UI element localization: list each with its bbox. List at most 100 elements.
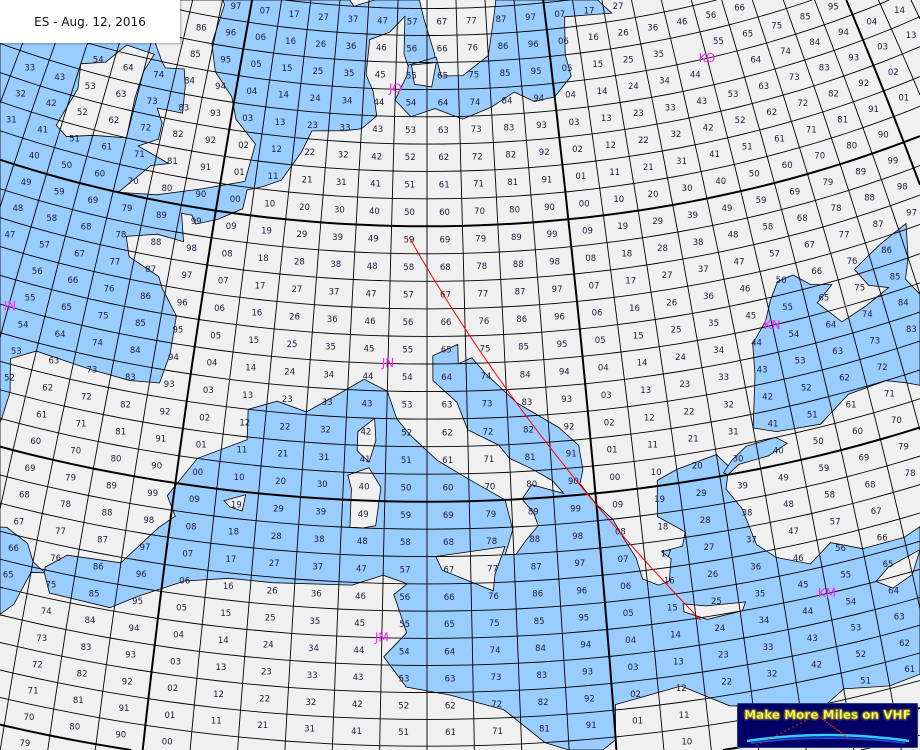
grid-square-label: 62 xyxy=(438,153,449,163)
grid-square-label: 47 xyxy=(356,565,367,575)
grid-square-label: 80 xyxy=(509,205,520,215)
grid-square-label: 32 xyxy=(15,90,26,100)
grid-square-label: 02 xyxy=(167,684,178,694)
grid-square-label: 67 xyxy=(871,507,882,517)
grid-square-label: 58 xyxy=(403,263,414,273)
logo-dot xyxy=(824,720,826,722)
grid-square-label: 85 xyxy=(500,69,511,79)
square-parallel-line xyxy=(0,624,920,693)
grid-square-label: 06 xyxy=(620,582,631,592)
grid-square-label: 31 xyxy=(676,157,687,167)
grid-square-label: 33 xyxy=(340,123,351,133)
grid-square-label: 57 xyxy=(769,250,780,260)
square-meridian-line xyxy=(47,0,194,750)
grid-square-label: 33 xyxy=(763,643,774,653)
grid-square-label: 78 xyxy=(905,469,916,479)
grid-square-label: 61 xyxy=(774,134,785,144)
grid-square-label: 85 xyxy=(89,589,100,599)
grid-square-label: 37 xyxy=(698,265,709,275)
grid-square-label: 50 xyxy=(61,161,72,171)
grid-square-label: 54 xyxy=(402,373,413,383)
grid-square-label: 76 xyxy=(50,554,61,564)
square-parallel-line xyxy=(0,369,920,448)
grid-square-label: 55 xyxy=(402,346,413,356)
grid-square-label: 65 xyxy=(61,303,72,313)
grid-square-label: 04 xyxy=(207,359,218,369)
grid-square-label: 76 xyxy=(488,592,499,602)
grid-square-label: 80 xyxy=(846,142,857,152)
grid-square-label: 96 xyxy=(528,40,539,50)
grid-square-label: 51 xyxy=(807,410,818,420)
grid-square-label: 61 xyxy=(904,665,915,675)
grid-square-label: 40 xyxy=(773,446,784,456)
grid-square-label: 16 xyxy=(629,304,640,314)
field-label-jo: JO xyxy=(388,82,402,96)
grid-square-label: 62 xyxy=(108,116,119,126)
grid-square-label: 05 xyxy=(176,604,187,614)
grid-square-label: 33 xyxy=(322,398,333,408)
grid-square-label: 73 xyxy=(86,365,97,375)
grid-square-label: 35 xyxy=(653,50,664,60)
logo-dot xyxy=(764,740,766,742)
grid-square-label: 80 xyxy=(111,455,122,465)
grid-square-label: 31 xyxy=(336,178,347,188)
logo-dot xyxy=(844,734,846,737)
logo-dot xyxy=(756,744,758,746)
grid-square-label: 42 xyxy=(46,99,57,109)
grid-square-label: 95 xyxy=(578,614,589,624)
grid-square-label: 96 xyxy=(177,298,188,308)
grid-square-label: 33 xyxy=(665,103,676,113)
grid-square-label: 83 xyxy=(536,671,547,681)
grid-square-label: 25 xyxy=(265,614,276,624)
logo-dot xyxy=(768,738,770,740)
grid-square-label: 00 xyxy=(609,473,620,483)
grid-square-label: 14 xyxy=(637,359,648,369)
logo-dot xyxy=(834,727,836,729)
grid-square-label: 44 xyxy=(690,70,701,80)
logo-dot xyxy=(760,742,762,744)
grid-square-label: 62 xyxy=(442,428,453,438)
grid-square-label: 71 xyxy=(28,687,39,697)
grid-square-label: 98 xyxy=(897,182,908,192)
logo-dot xyxy=(840,731,842,734)
grid-square-label: 76 xyxy=(847,257,858,267)
grid-square-label: 84 xyxy=(130,346,141,356)
grid-square-label: 61 xyxy=(36,410,47,420)
grid-square-label: 23 xyxy=(261,668,272,678)
grid-square-label: 70 xyxy=(484,482,495,492)
grid-square-label: 09 xyxy=(226,222,237,232)
grid-square-label: 74 xyxy=(490,646,501,656)
grid-square-label: 24 xyxy=(310,94,321,104)
grid-square-label: 31 xyxy=(728,427,739,437)
grid-square-label: 35 xyxy=(325,343,336,353)
grid-square-label: 11 xyxy=(236,446,247,456)
field-parallel-line xyxy=(0,426,920,503)
grid-square-label: 83 xyxy=(521,398,532,408)
grid-square-label: 13 xyxy=(242,391,253,401)
field-label-jn: JN xyxy=(381,356,395,370)
grid-square-label: 24 xyxy=(284,367,295,377)
grid-square-label: 01 xyxy=(575,172,586,182)
grid-square-label: 66 xyxy=(734,4,745,14)
grid-square-label: 97 xyxy=(552,285,563,295)
grid-square-label: 70 xyxy=(891,416,902,426)
grid-square-label: 26 xyxy=(267,586,278,596)
grid-square-label: 77 xyxy=(109,258,120,268)
grid-square-label: 63 xyxy=(442,401,453,411)
grid-square-label: 41 xyxy=(709,150,720,160)
grid-square-label: 96 xyxy=(554,312,565,322)
grid-square-label: 84 xyxy=(898,299,909,309)
grid-square-label: 22 xyxy=(638,136,649,146)
grid-square-label: 11 xyxy=(609,168,620,178)
grid-square-label: 07 xyxy=(589,281,600,291)
grid-square-label: 82 xyxy=(828,90,839,100)
grid-square-label: 44 xyxy=(751,339,762,349)
field-label-in: IN xyxy=(4,299,17,313)
grid-square-label: 64 xyxy=(441,373,452,383)
grid-square-label: 54 xyxy=(788,330,799,340)
grid-square-label: 51 xyxy=(860,676,871,686)
grid-square-label: 62 xyxy=(42,384,53,394)
grid-square-label: 34 xyxy=(659,77,670,87)
grid-square-label: 22 xyxy=(684,407,695,417)
